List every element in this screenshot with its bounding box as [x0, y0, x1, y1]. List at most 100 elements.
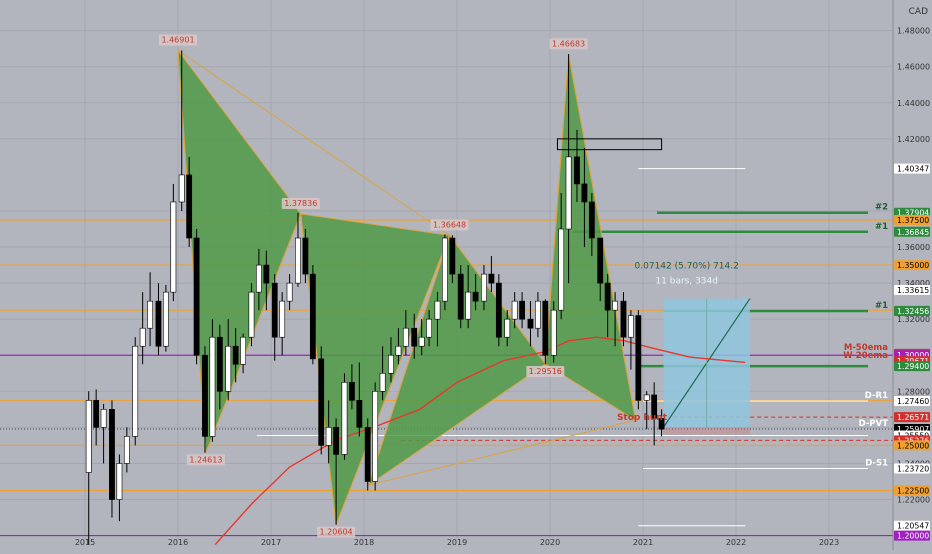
ema-50-line: [214, 336, 746, 546]
candle-body: [402, 327, 409, 347]
long-position-tool[interactable]: 0.07142 (5.70%) 714.2 11 bars, 334d: [635, 262, 751, 435]
price-badge-label: 1.37904: [897, 209, 929, 218]
candle-body: [309, 273, 316, 360]
price-badge-label: 1.40347: [897, 165, 929, 174]
pattern-xd-line: [368, 419, 636, 486]
y-tick-label: 1.28000: [897, 387, 930, 396]
price-badge: [894, 163, 930, 174]
ema-line: [214, 336, 746, 546]
price-axis[interactable]: 1.480001.460001.440001.420001.380001.360…: [897, 27, 930, 541]
y-tick-label: 1.42000: [897, 135, 930, 144]
candle-body: [597, 237, 604, 284]
pivot-label-bg: [430, 219, 469, 231]
price-badge-label: 1.29400: [897, 362, 929, 371]
candle-body: [263, 264, 270, 284]
price-badge-label: 1.20547: [897, 522, 929, 531]
price-badge-label: 1.35000: [897, 261, 929, 270]
candle-body: [488, 273, 495, 284]
candle-body: [147, 300, 153, 329]
candle-body: [170, 201, 177, 293]
level-tag: #1: [875, 222, 888, 232]
price-badge-label: 1.23720: [897, 464, 929, 473]
price-badge: [894, 412, 930, 423]
candle-body: [604, 282, 611, 311]
price-badge-label: 1.27460: [897, 397, 929, 406]
pivot-label-bg: [317, 526, 356, 538]
pivot-label-bg: [526, 365, 565, 377]
y-tick-label: 1.48000: [897, 27, 930, 36]
candle-body: [178, 174, 185, 203]
price-badge-label: 1.36845: [897, 228, 929, 237]
candle-body: [388, 354, 394, 374]
candle-body: [372, 391, 379, 482]
candle-body: [302, 237, 309, 275]
candle-body: [395, 345, 402, 356]
candle-body: [132, 345, 139, 437]
price-badge-label: 1.33615: [897, 286, 929, 295]
price-badge: [894, 285, 930, 296]
candle-body: [225, 345, 232, 392]
candle-body: [574, 156, 580, 185]
x-tick-label: 2019: [447, 538, 467, 547]
x-tick-label: 2021: [633, 538, 653, 547]
candle-body: [193, 237, 200, 356]
candle-body: [341, 381, 348, 455]
candle-body: [426, 318, 432, 338]
candle-body: [527, 318, 534, 329]
candle-body: [643, 394, 650, 401]
pivot-label: 1.24613: [189, 455, 222, 464]
candle-body: [271, 282, 278, 338]
pivot-label-bg: [549, 38, 588, 50]
candle-body: [519, 300, 525, 320]
candle-body: [248, 291, 255, 338]
pattern-xd-line: [177, 50, 450, 236]
candle-body: [635, 315, 642, 401]
level-tag: #2: [875, 203, 888, 213]
x-tick-label: 2015: [75, 538, 95, 547]
price-badge: [894, 485, 930, 496]
candle-body: [364, 427, 371, 482]
candle-body: [109, 409, 115, 500]
price-badge-label: 1.30000: [897, 351, 929, 360]
candle-body: [155, 300, 162, 347]
pivot-label: 1.37836: [284, 199, 317, 208]
candle-body: [565, 156, 572, 230]
pivot-label-bg: [281, 197, 320, 209]
price-badge-label: 1.37500: [897, 216, 929, 225]
price-badge: [894, 396, 930, 407]
candle-body: [550, 309, 557, 356]
candle-body: [139, 327, 146, 347]
candle-body: [318, 358, 325, 446]
candle-body: [279, 300, 286, 338]
candle-body: [418, 336, 425, 347]
candle-body: [558, 228, 565, 311]
ema-label: W-20ema: [843, 351, 888, 361]
candle-body: [123, 436, 130, 464]
candle-body: [286, 282, 293, 302]
position-stop-zone: [663, 427, 750, 435]
candle-body: [163, 291, 169, 347]
time-axis[interactable]: 2015 2016 2017 2018 2019 2020 2021 2022 2023: [75, 538, 839, 547]
y-tick-label: 1.46000: [897, 63, 930, 72]
candle-body: [535, 300, 541, 329]
price-badge: [894, 361, 930, 372]
candle-body: [457, 273, 464, 320]
candle-body: [481, 273, 487, 302]
price-badge: [894, 440, 930, 451]
price-badge: [894, 226, 930, 237]
candle-body: [511, 300, 518, 320]
y-tick-label: 1.36000: [897, 243, 930, 252]
position-info-line1: 0.07142 (5.70%) 714.2: [635, 262, 739, 272]
candle-body: [651, 394, 658, 419]
price-axis-background: [893, 0, 932, 550]
candle-body: [465, 291, 472, 320]
candle-body: [504, 318, 511, 338]
candle-body: [256, 264, 262, 293]
price-badge-label: 1.22500: [897, 486, 929, 495]
candle-body: [581, 183, 588, 203]
price-badge-label: 1.25000: [897, 441, 929, 450]
pivot-label: 1.46683: [552, 39, 585, 48]
price-badge-label: 1.32456: [897, 307, 929, 316]
